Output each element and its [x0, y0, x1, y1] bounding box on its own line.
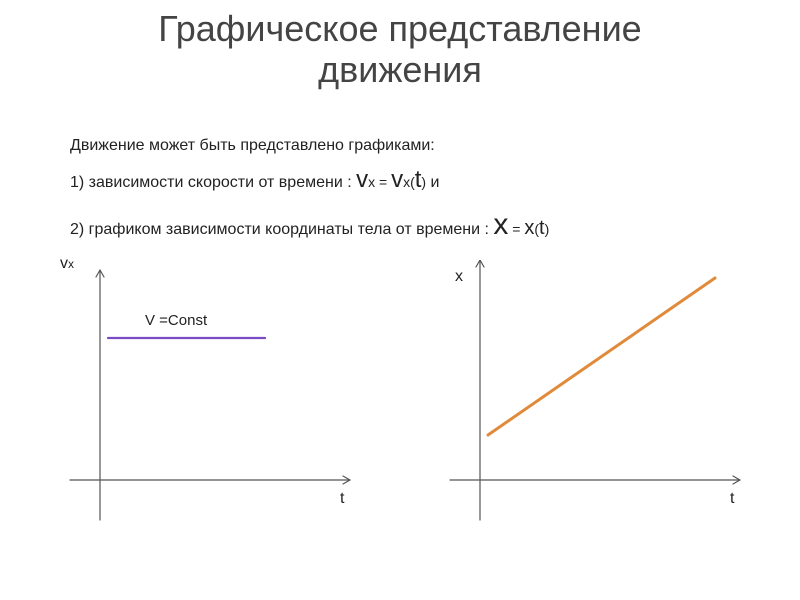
x-axis-label-left: t: [340, 490, 344, 508]
slide: Графическое представление движения Движе…: [0, 0, 800, 600]
intro-text: Движение может быть представлено графика…: [70, 134, 760, 158]
item-2-prefix: 2) графиком зависимости координаты тела …: [70, 221, 493, 238]
velocity-chart-svg: [40, 260, 380, 560]
velocity-chart: vx t V =Const: [40, 260, 380, 560]
x-axis-label-right: t: [730, 490, 734, 508]
slide-title: Графическое представление движения: [0, 8, 800, 91]
title-line-2: движения: [318, 49, 482, 90]
y-axis-label-right: x: [455, 268, 463, 286]
item-1-prefix: 1) зависимости скорости от времени :: [70, 174, 356, 191]
series-label-left: V =Const: [145, 312, 207, 329]
position-chart-svg: [420, 260, 760, 560]
body-text: Движение может быть представлено графика…: [70, 130, 760, 251]
chart-area: vx t V =Const x t: [40, 260, 760, 580]
item-1-suffix: и: [431, 174, 440, 191]
item-2: 2) графиком зависимости координаты тела …: [70, 202, 760, 247]
formula-1: vx = vx(t): [356, 174, 430, 191]
title-line-1: Графическое представление: [158, 8, 641, 49]
item-1: 1) зависимости скорости от времени : vx …: [70, 162, 760, 198]
y-axis-label-left: vx: [60, 255, 74, 273]
position-chart: x t: [420, 260, 760, 560]
formula-2: x = x(t): [493, 221, 549, 238]
